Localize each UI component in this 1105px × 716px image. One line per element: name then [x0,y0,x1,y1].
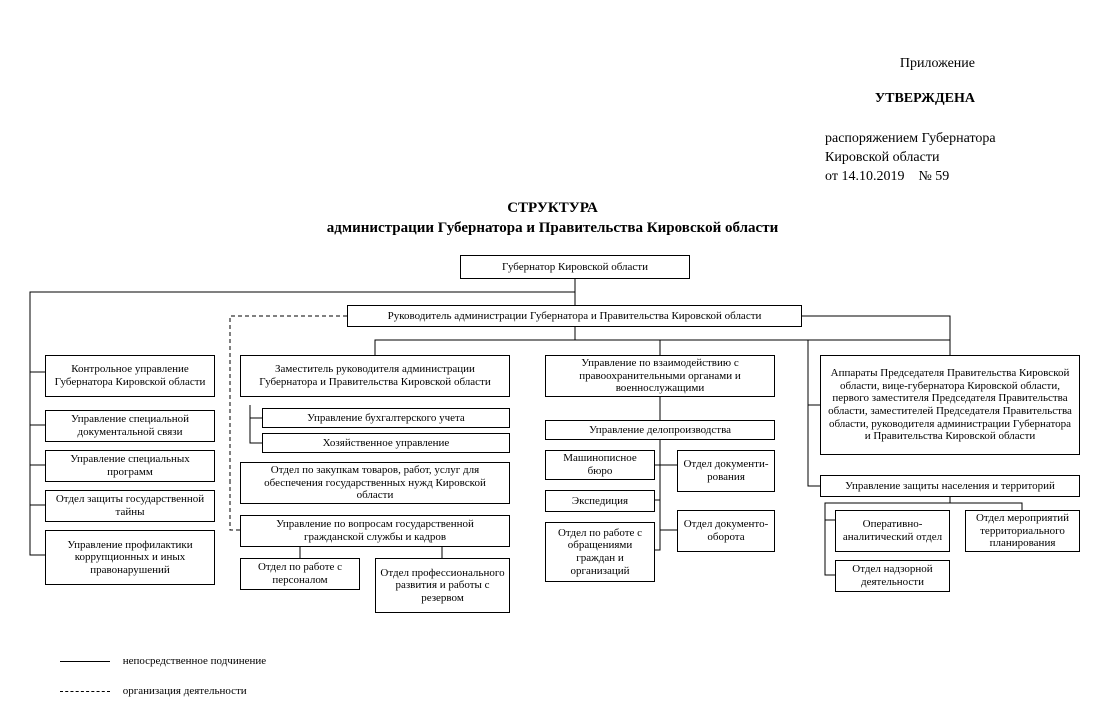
node-docu: Отдел документи­рования [677,450,775,492]
node-supv: Отдел надзорной деятельности [835,560,950,592]
legend-solid-sample [60,661,110,662]
header-order: распоряжением Губернатора Кировской обла… [825,130,1055,187]
header-approved: УТВЕРЖДЕНА [875,90,975,109]
node-prof: Отдел профессионального развития и работ… [375,558,510,613]
order-line2: Кировской области [825,150,939,165]
order-line1: распоряжением Губернатора [825,131,996,146]
node-pers: Отдел по работе с персоналом [240,558,360,590]
node-gov: Губернатор Кировской области [460,255,690,279]
order-no: 59 [935,169,949,184]
header-appendix: Приложение [900,55,975,74]
legend-dashed-label: организация деятельности [123,685,247,697]
node-econ: Хозяйственное управление [262,433,510,453]
legend-solid-label: непосредственное подчинение [123,655,266,667]
node-type: Машинописное бюро [545,450,655,480]
node-appeal: Отдел по работе с обращениями граждан и … [545,522,655,582]
node-civ: Управление по вопросам государственной г… [240,515,510,547]
node-flow: Отдел документо­оборота [677,510,775,552]
node-law: Управление по взаимодействию с правоохра… [545,355,775,397]
title-line1: СТРУКТУРА [0,200,1105,217]
node-terr: Отдел мероприятий территориального плани… [965,510,1080,552]
node-proc: Отдел по закупкам товаров, работ, услуг … [240,462,510,504]
node-acc: Управление бухгалтерского учета [262,408,510,428]
node-app: Аппараты Председателя Правительства Киро… [820,355,1080,455]
order-prefix: от [825,169,838,184]
legend-dashed-sample [60,691,110,692]
node-prot: Управление защиты населения и территорий [820,475,1080,497]
node-l1: Контрольное управление Губернатора Киров… [45,355,215,397]
title-line2: администрации Губернатора и Правительств… [0,220,1105,237]
legend-dashed: организация деятельности [60,685,247,697]
node-l5: Управление профилактики коррупционных и … [45,530,215,585]
node-l2: Управление специальной документальной св… [45,410,215,442]
node-head: Руководитель администрации Губернатора и… [347,305,802,327]
node-exp: Экспедиция [545,490,655,512]
node-doc: Управление делопроизводства [545,420,775,440]
node-dep: Заместитель руководителя администрации Г… [240,355,510,397]
org-chart-page: { "header": { "appendix": "Приложение", … [0,0,1105,716]
order-date: 14.10.2019 [841,169,904,184]
node-oper: Оперативно-аналитический отдел [835,510,950,552]
node-l4: Отдел защиты государственной тайны [45,490,215,522]
order-no-prefix: № [918,169,931,184]
legend-solid: непосредственное подчинение [60,655,266,667]
node-l3: Управление специальных программ [45,450,215,482]
